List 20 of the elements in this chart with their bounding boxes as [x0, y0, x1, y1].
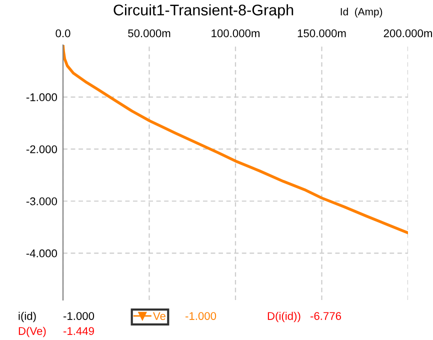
text: -1.000 — [63, 312, 94, 320]
y-tick-label: -1.000 — [26, 93, 58, 102]
y-tick-label: -3.000 — [26, 197, 58, 206]
text: i(id) — [18, 312, 36, 322]
x-tick-label: 150.000m — [298, 29, 346, 38]
text: D(Ve) — [18, 326, 46, 338]
y-axis-title: Id (Amp) — [340, 8, 382, 18]
legend-label: Ve — [153, 312, 166, 320]
x-tick-label: 50.000m — [128, 29, 170, 38]
y-tick-label: -2.000 — [26, 145, 58, 154]
text: -1.449 — [63, 327, 94, 335]
x-tick-label: 0.0 — [56, 29, 70, 38]
x-tick-label: 100.000m — [212, 29, 260, 38]
chart-title: Circuit1-Transient-8-Graph — [114, 4, 294, 18]
text: D(i(id)) — [268, 312, 300, 322]
x-tick-label: 200.000m — [384, 29, 432, 38]
text: -6.776 — [310, 312, 342, 320]
y-tick-label: -4.000 — [26, 249, 58, 258]
text: -1.000 — [185, 312, 216, 320]
line-series — [63, 45, 408, 234]
